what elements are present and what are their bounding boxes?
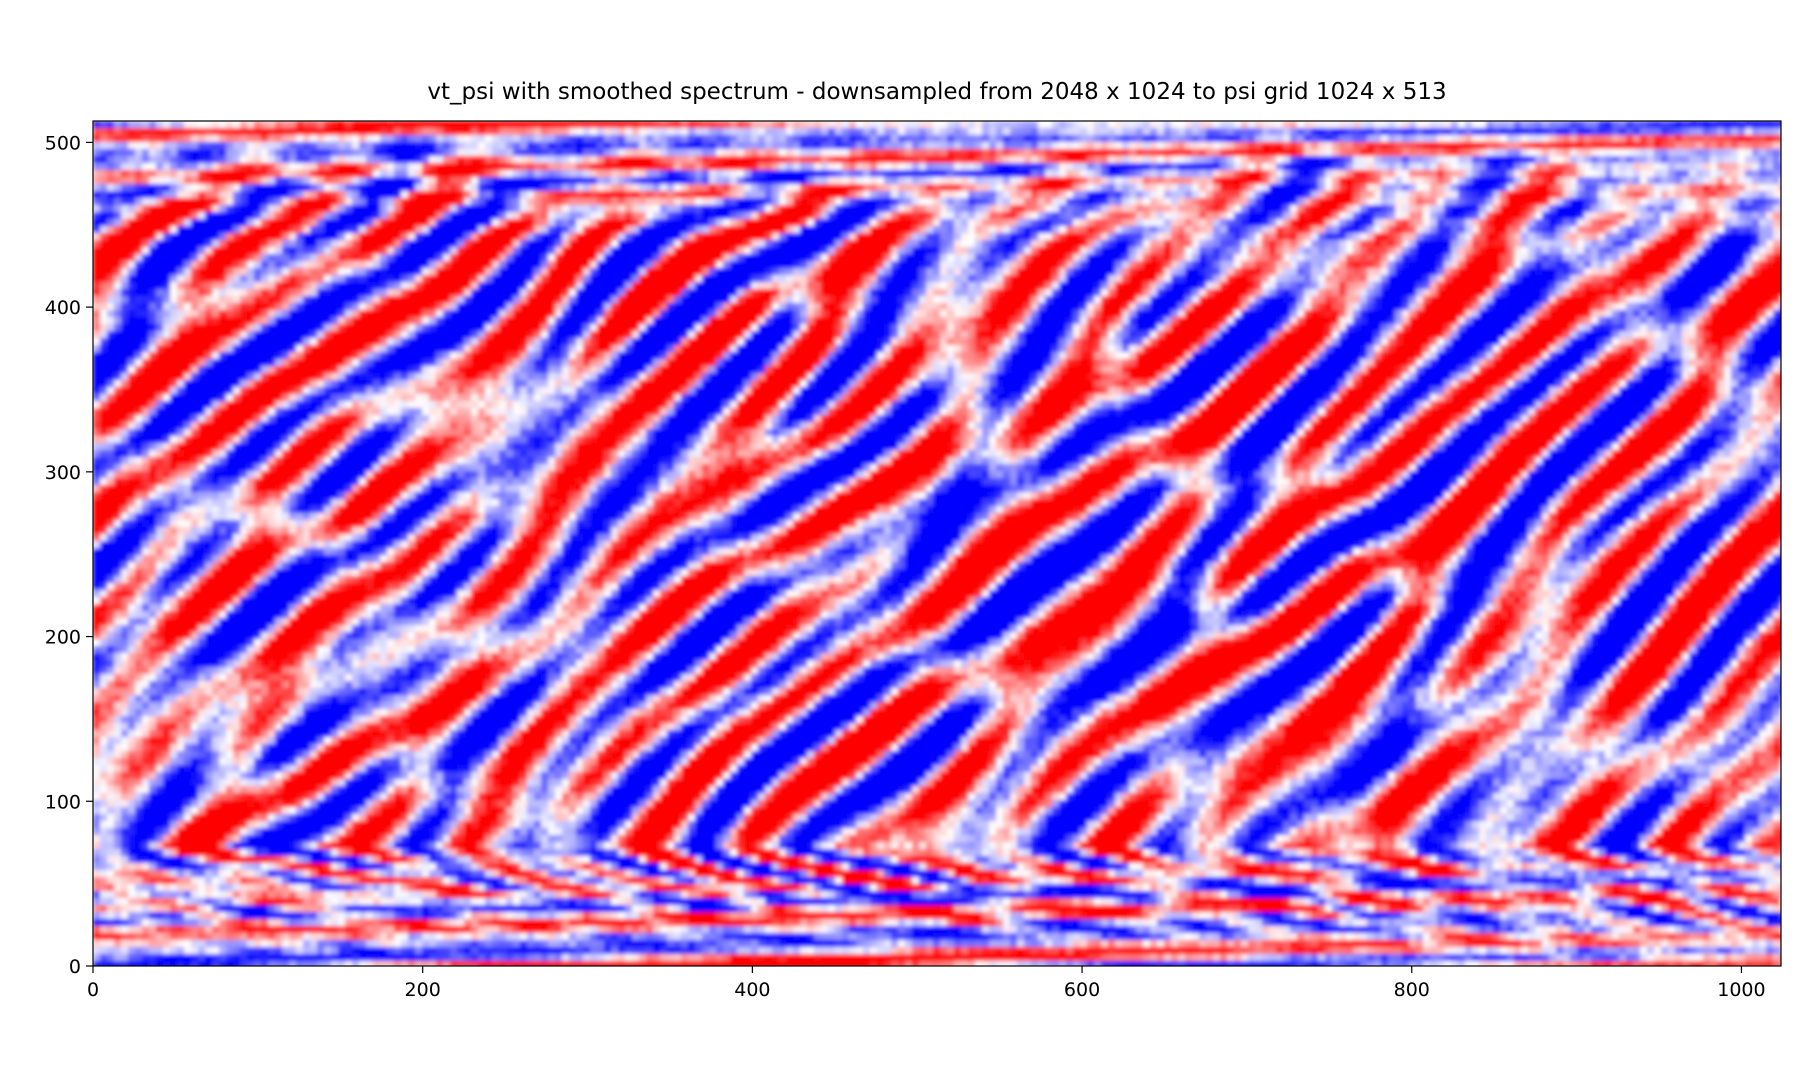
x-tick-label: 0 bbox=[87, 979, 99, 1001]
y-tick-label: 200 bbox=[45, 627, 81, 649]
x-tick-label: 600 bbox=[1064, 979, 1100, 1001]
y-tick-label: 100 bbox=[45, 791, 81, 813]
y-tick-label: 400 bbox=[45, 297, 81, 319]
y-tick-label: 300 bbox=[45, 462, 81, 484]
y-axis: 0 100 200 300 400 500 bbox=[45, 132, 93, 978]
x-axis: 0 200 400 600 800 1000 bbox=[87, 966, 1766, 1001]
x-tick-label: 200 bbox=[405, 979, 441, 1001]
x-tick-label: 800 bbox=[1394, 979, 1430, 1001]
y-tick-label: 0 bbox=[69, 956, 81, 978]
x-tick-label: 1000 bbox=[1717, 979, 1765, 1001]
x-tick-label: 400 bbox=[734, 979, 770, 1001]
plot-frame bbox=[92, 120, 1782, 967]
heatmap-field bbox=[93, 121, 1781, 966]
y-tick-label: 500 bbox=[45, 132, 81, 154]
chart-title: vt_psi with smoothed spectrum - downsamp… bbox=[427, 79, 1446, 105]
heatmap-cells bbox=[93, 121, 1781, 966]
